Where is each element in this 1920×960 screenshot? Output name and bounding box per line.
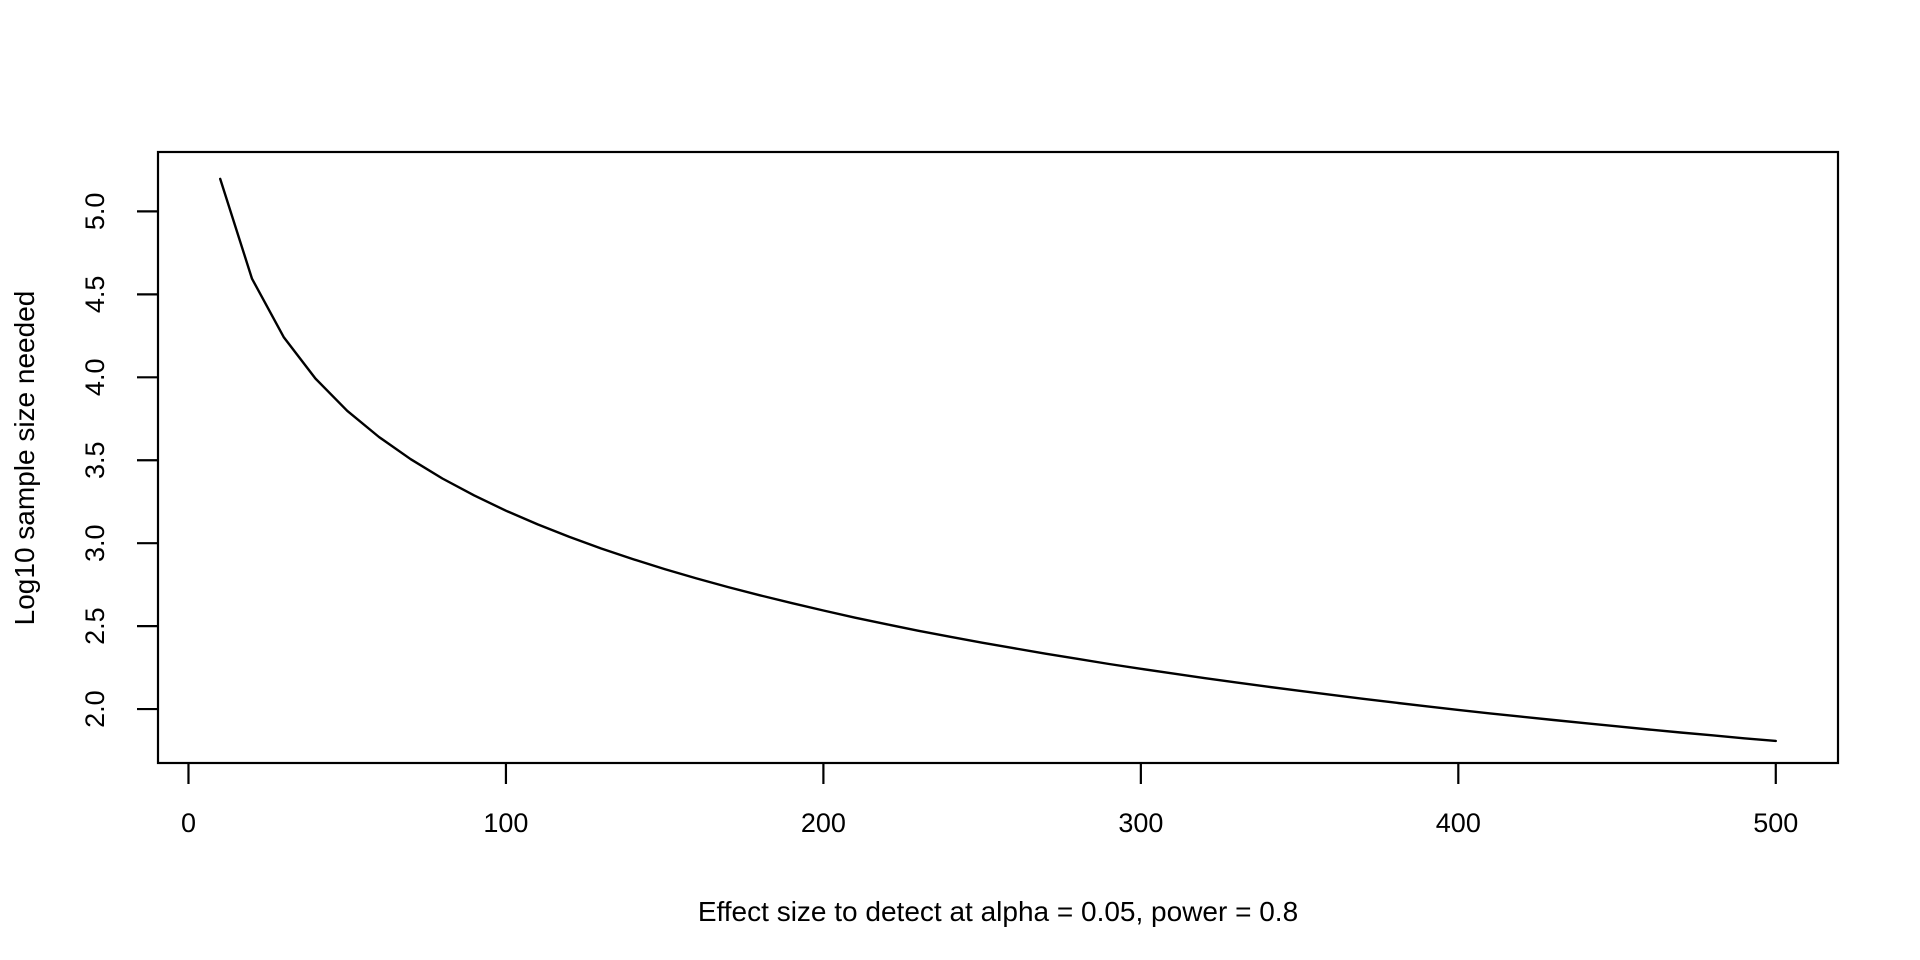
y-tick-label: 3.5 [80,441,110,479]
x-tick-label: 0 [181,808,196,838]
y-tick-label: 4.0 [80,359,110,397]
x-tick-label: 200 [801,808,846,838]
x-axis-title: Effect size to detect at alpha = 0.05, p… [698,896,1298,927]
y-tick-label: 2.0 [80,690,110,728]
y-axis: 2.0 2.5 3.0 3.5 4.0 4.5 5.0 [80,193,158,728]
y-tick-label: 5.0 [80,193,110,231]
y-tick-label: 2.5 [80,607,110,645]
y-tick-label: 3.0 [80,524,110,562]
plot-box [156,150,1840,765]
x-tick-label: 500 [1753,808,1798,838]
y-tick-label: 4.5 [80,276,110,314]
x-tick-label: 400 [1436,808,1481,838]
y-axis-title: Log10 sample size needed [9,291,40,626]
x-tick-label: 100 [483,808,528,838]
x-axis: 0 100 200 300 400 500 [181,763,1798,838]
power-curve-line [218,177,1778,743]
x-tick-label: 300 [1118,808,1163,838]
